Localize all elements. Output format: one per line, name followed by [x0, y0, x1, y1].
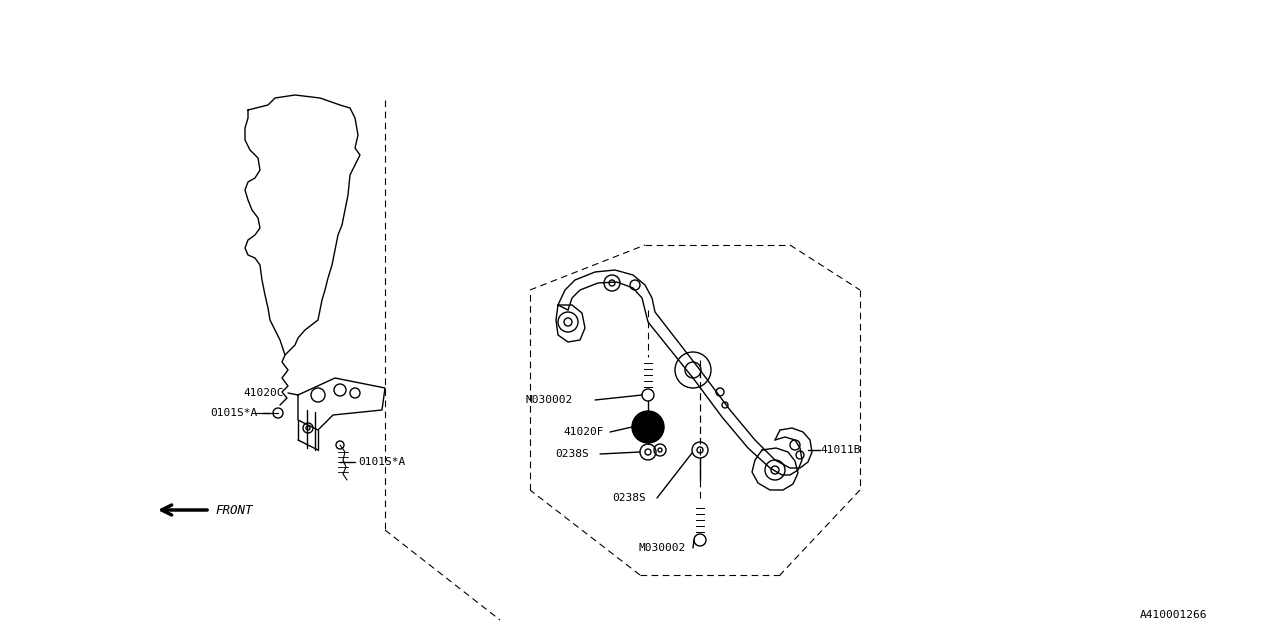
Text: 41020F: 41020F [563, 427, 603, 437]
Text: 0101S*A: 0101S*A [358, 457, 406, 467]
Text: 41011B: 41011B [820, 445, 860, 455]
Text: M030002: M030002 [637, 543, 685, 553]
Text: FRONT: FRONT [215, 504, 252, 516]
Text: 41020C: 41020C [243, 388, 283, 398]
Text: A410001266: A410001266 [1140, 610, 1207, 620]
Text: 0101S*A: 0101S*A [210, 408, 257, 418]
Circle shape [632, 411, 664, 443]
Text: M030002: M030002 [525, 395, 572, 405]
Text: 0238S: 0238S [556, 449, 589, 459]
Text: 0238S: 0238S [612, 493, 645, 503]
